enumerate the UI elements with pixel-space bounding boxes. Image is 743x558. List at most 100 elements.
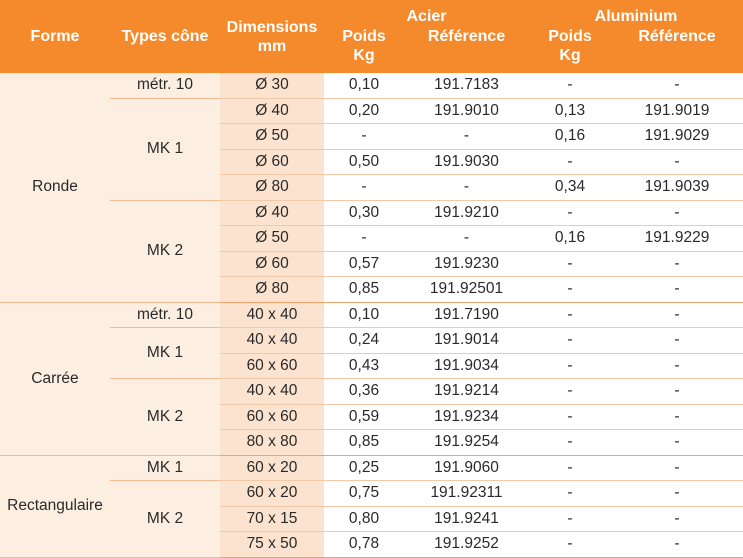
- cell-type-cone: MK 1: [110, 455, 220, 481]
- cell-type-cone: métr. 10: [110, 302, 220, 328]
- cell-acier-reference: 191.9034: [404, 353, 529, 379]
- cell-acier-poids: 0,50: [324, 149, 404, 175]
- cell-aluminium-poids: -: [529, 378, 611, 405]
- cell-acier-reference: 191.9230: [404, 251, 529, 277]
- cell-acier-poids: 0,30: [324, 200, 404, 226]
- header-acier-poids: Poids Kg: [324, 27, 404, 73]
- cell-aluminium-reference: -: [611, 149, 743, 175]
- table-row: MK 2 40 x 40 0,36 191.9214- -: [0, 378, 743, 456]
- cell-acier-poids: 0,20: [324, 98, 404, 124]
- cell-acier-poids: 0,57: [324, 251, 404, 277]
- cell-dimension: Ø 80: [220, 174, 324, 201]
- cell-aluminium-poids: 0,16: [529, 123, 611, 150]
- cell-acier-reference: 191.92501: [404, 276, 529, 303]
- table-row: Ø 80 0,85 191.92501- -: [0, 276, 743, 303]
- cell-aluminium-reference: -: [611, 353, 743, 379]
- cell-acier-poids: 0,78: [324, 531, 404, 558]
- cell-acier-reference: 191.9010: [404, 98, 529, 124]
- header-dimensions-label: Dimensions: [226, 18, 318, 36]
- cell-dimension: 60 x 60: [220, 353, 324, 379]
- cell-type-cone: MK 1: [110, 98, 220, 201]
- cell-acier-poids: 0,24: [324, 327, 404, 354]
- cell-acier-reference: 191.9214: [404, 378, 529, 405]
- cell-aluminium-poids: -: [529, 531, 611, 558]
- cell-aluminium-reference: -: [611, 404, 743, 430]
- cell-acier-poids: 0,10: [324, 73, 404, 99]
- cell-forme: Ronde: [0, 73, 110, 303]
- cell-dimension: Ø 50: [220, 225, 324, 252]
- cell-acier-reference: 191.9241: [404, 506, 529, 532]
- cell-aluminium-poids: 0,34: [529, 174, 611, 201]
- cell-dimension: 60 x 60: [220, 404, 324, 430]
- cell-aluminium-poids: -: [529, 353, 611, 379]
- cell-acier-reference: 191.9234: [404, 404, 529, 430]
- cell-acier-poids: 0,80: [324, 506, 404, 532]
- cell-type-cone: métr. 10: [110, 73, 220, 99]
- table-row: Ø 50- -0,16 191.9229: [0, 225, 743, 252]
- cell-aluminium-poids: -: [529, 251, 611, 277]
- cell-acier-reference: -: [404, 123, 529, 150]
- cell-aluminium-poids: -: [529, 149, 611, 175]
- cell-aluminium-poids: 0,16: [529, 225, 611, 252]
- cell-aluminium-reference: -: [611, 378, 743, 405]
- cell-aluminium-reference: -: [611, 480, 743, 507]
- cell-dimension: 60 x 20: [220, 455, 324, 481]
- cell-aluminium-reference: -: [611, 73, 743, 99]
- cell-acier-poids: -: [324, 123, 404, 150]
- cell-aluminium-reference: -: [611, 455, 743, 481]
- cell-dimension: Ø 50: [220, 123, 324, 150]
- header-acier-reference: Référence: [404, 27, 529, 73]
- table-row: MK 2 60 x 20 0,75 191.92311- -: [0, 480, 743, 558]
- cell-type-cone: MK 2: [110, 200, 220, 303]
- table-row: 80 x 80 0,85 191.9254- -: [0, 429, 743, 456]
- cell-aluminium-reference: -: [611, 429, 743, 456]
- header-aluminium-reference: Référence: [611, 27, 743, 73]
- cell-dimension: Ø 60: [220, 251, 324, 277]
- cell-dimension: 40 x 40: [220, 302, 324, 328]
- table-row: Ø 80- -0,34 191.9039: [0, 174, 743, 201]
- cell-acier-poids: 0,59: [324, 404, 404, 430]
- cell-aluminium-reference: 191.9039: [611, 174, 743, 201]
- cell-acier-reference: 191.92311: [404, 480, 529, 507]
- cell-acier-reference: 191.9014: [404, 327, 529, 354]
- cell-aluminium-poids: -: [529, 506, 611, 532]
- cell-aluminium-poids: -: [529, 480, 611, 507]
- cell-dimension: 80 x 80: [220, 429, 324, 456]
- cell-aluminium-reference: 191.9229: [611, 225, 743, 252]
- cell-aluminium-reference: -: [611, 531, 743, 558]
- cell-dimension: 40 x 40: [220, 327, 324, 354]
- table-row: Rectangulaire MK 1 60 x 20 0,25 191.9060- -: [0, 455, 743, 558]
- header-acier: Acier: [324, 0, 529, 27]
- cell-acier-reference: 191.7190: [404, 302, 529, 328]
- cell-acier-poids: -: [324, 225, 404, 252]
- cell-acier-reference: 191.9210: [404, 200, 529, 226]
- header-aluminium: Aluminium: [529, 0, 743, 27]
- cell-dimension: 75 x 50: [220, 531, 324, 558]
- table-row: Ø 60 0,57 191.9230- -: [0, 251, 743, 277]
- cell-dimension: Ø 60: [220, 149, 324, 175]
- cell-acier-reference: 191.7183: [404, 73, 529, 99]
- cell-forme: Carrée: [0, 302, 110, 456]
- header-poids-unit: Kg: [559, 47, 581, 64]
- table-row: 60 x 60 0,43 191.9034- -: [0, 353, 743, 379]
- cell-aluminium-reference: -: [611, 276, 743, 303]
- cell-dimension: 60 x 20: [220, 480, 324, 507]
- cell-aluminium-poids: -: [529, 429, 611, 456]
- cell-aluminium-reference: -: [611, 200, 743, 226]
- table-row: Ronde métr. 10 Ø 30 0,10 191.7183- -: [0, 73, 743, 303]
- table-row: 70 x 15 0,80 191.9241- -: [0, 506, 743, 532]
- cell-acier-poids: -: [324, 174, 404, 201]
- cell-aluminium-poids: -: [529, 327, 611, 354]
- cell-acier-reference: -: [404, 225, 529, 252]
- cell-type-cone: MK 2: [110, 378, 220, 456]
- cell-acier-poids: 0,85: [324, 276, 404, 303]
- header-aluminium-poids: Poids Kg: [529, 27, 611, 73]
- cell-acier-poids: 0,10: [324, 302, 404, 328]
- cell-aluminium-reference: -: [611, 327, 743, 354]
- cell-aluminium-poids: -: [529, 73, 611, 99]
- cell-aluminium-reference: 191.9029: [611, 123, 743, 150]
